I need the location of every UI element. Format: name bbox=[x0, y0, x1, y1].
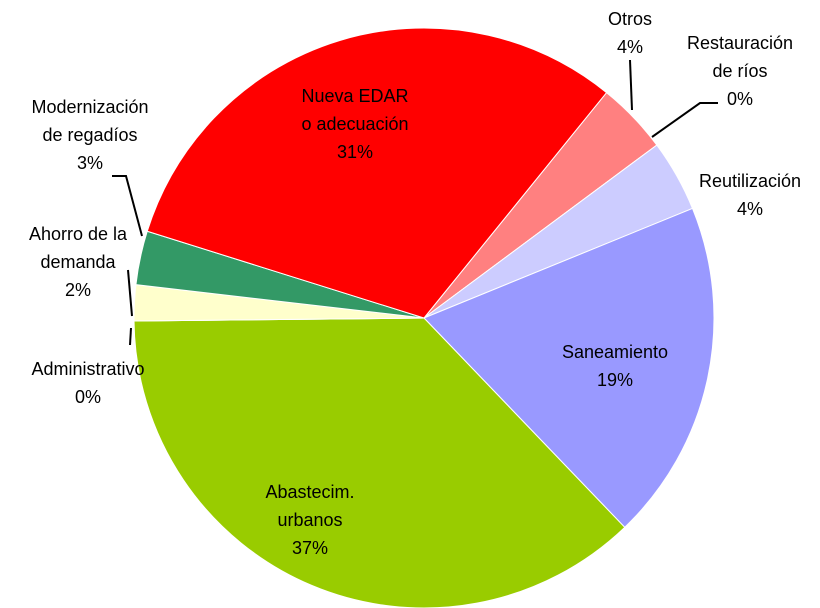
slice-label: de regadíos bbox=[42, 125, 137, 145]
leader-line bbox=[629, 59, 633, 111]
slice-label: o adecuación bbox=[301, 114, 408, 134]
leader-line bbox=[127, 269, 133, 317]
slice-label: urbanos bbox=[277, 510, 342, 530]
slice-label: demanda bbox=[40, 252, 116, 272]
slice-label: Ahorro de la bbox=[29, 224, 128, 244]
slice-value-label: 2% bbox=[65, 280, 91, 300]
leader-lines bbox=[112, 59, 718, 346]
pie-slice bbox=[146, 27, 608, 319]
pie-slice bbox=[423, 207, 715, 529]
slice-label: Modernización bbox=[31, 97, 148, 117]
leader-line bbox=[651, 102, 718, 138]
slice-label: de ríos bbox=[712, 61, 767, 81]
slice-label: Nueva EDAR bbox=[301, 86, 408, 106]
slice-value-label: 37% bbox=[292, 538, 328, 558]
slice-value-label: 4% bbox=[737, 199, 763, 219]
slice-label: Saneamiento bbox=[562, 342, 668, 362]
slice-value-label: 0% bbox=[727, 89, 753, 109]
pie-slice bbox=[133, 317, 626, 608]
slice-label: Restauración bbox=[687, 33, 793, 53]
slice-label: Abastecim. bbox=[265, 482, 354, 502]
leader-line bbox=[112, 175, 143, 237]
slice-value-label: 19% bbox=[597, 370, 633, 390]
leader-line bbox=[129, 327, 132, 346]
slice-value-label: 4% bbox=[617, 37, 643, 57]
slice-value-label: 31% bbox=[337, 142, 373, 162]
slice-value-label: 0% bbox=[75, 387, 101, 407]
slice-value-label: 3% bbox=[77, 153, 103, 173]
slice-label: Administrativo bbox=[31, 359, 144, 379]
slice-label: Reutilización bbox=[699, 171, 801, 191]
slice-label: Otros bbox=[608, 9, 652, 29]
